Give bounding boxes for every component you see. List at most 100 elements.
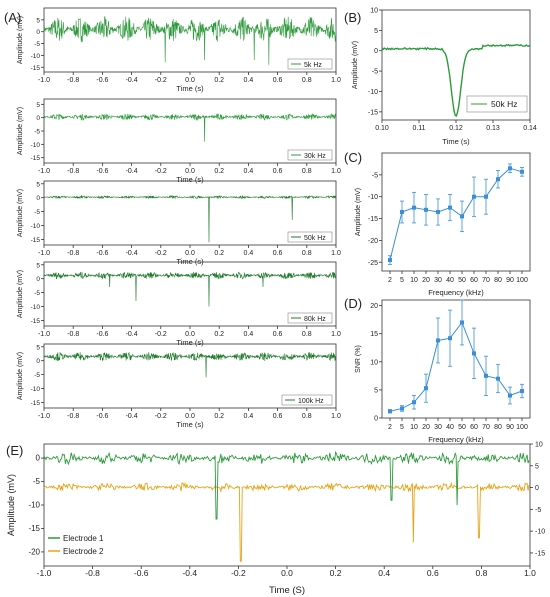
x-tick-label: 20	[422, 424, 430, 431]
x-tick-label: 0.0	[281, 568, 293, 578]
y-tick-label: 10	[370, 359, 378, 366]
data-point	[496, 376, 500, 381]
y-axis-label: Amplitude (mV)	[17, 189, 24, 237]
x-tick-label: -0.8	[67, 250, 79, 257]
y-tick-label: 0	[36, 276, 40, 283]
x-tick-label: -0.6	[96, 413, 108, 420]
y-tick-label: 5	[36, 262, 40, 269]
x-tick-label: 0.0	[185, 77, 195, 84]
y-tick-label: 0	[374, 416, 378, 423]
y-tick-label: -15	[28, 524, 40, 533]
y-tick-label: 10	[535, 442, 543, 449]
y-tick-label: -5	[372, 172, 378, 179]
x-axis-label: Time (s)	[176, 420, 204, 429]
x-tick-label: 0.8	[302, 168, 312, 175]
y-tick-label: -5	[34, 209, 40, 216]
panel-label-a: (A)	[4, 10, 21, 25]
y-tick-label: 5	[374, 28, 378, 35]
x-tick-label: 0.4	[244, 168, 254, 175]
y-tick-label: 0	[36, 358, 40, 365]
x-tick-label: -1.0	[38, 413, 50, 420]
data-point	[460, 214, 464, 219]
x-tick-label: -0.2	[155, 77, 167, 84]
y-tick-label: -15	[31, 400, 41, 407]
x-tick-label: 0.4	[244, 413, 254, 420]
legend-label: 30k Hz	[304, 153, 326, 160]
y-tick-label: -10	[31, 386, 41, 393]
x-tick-label: -0.6	[134, 568, 149, 578]
y-tick-label: -15	[31, 237, 41, 244]
y-tick-label: -5	[34, 41, 40, 48]
signal-trace	[43, 194, 337, 243]
x-tick-label: 100	[516, 277, 528, 284]
y-tick-label: -10	[31, 304, 41, 311]
panel-c: -5 -10 -15 -20 -25 2 5 10 20 30 40 50 60 70 80 90 100 Fre…	[355, 152, 531, 297]
x-tick-label: -0.4	[126, 413, 138, 420]
x-tick-label: 30	[434, 424, 442, 431]
data-point	[472, 194, 476, 199]
x-tick-label: -0.2	[231, 568, 246, 578]
x-tick-label: -0.4	[126, 250, 138, 257]
x-tick-label: -1.0	[38, 168, 50, 175]
y-tick-label: -10	[31, 53, 41, 60]
x-tick-label: -0.4	[126, 168, 138, 175]
y-tick-label: -15	[368, 216, 378, 223]
x-tick-label: 0.8	[302, 413, 312, 420]
panel-a-subplot: 5 0 -5 -10 -15 -1.0 -0.8 -0.6 -0.4 -0.2 0.0 0.2 0.4 0…	[17, 180, 341, 266]
x-tick-label: -0.4	[126, 77, 138, 84]
y-tick-label: 5	[36, 181, 40, 188]
x-tick-label: -0.8	[67, 77, 79, 84]
legend-label: 5k Hz	[304, 62, 322, 69]
x-tick-label: 1.0	[524, 568, 536, 578]
x-tick-label: 0.2	[214, 168, 224, 175]
x-tick-label: -0.2	[155, 250, 167, 257]
y-axis-label: Amplitude (mV)	[17, 16, 24, 64]
y-tick-label: -10	[368, 89, 378, 96]
x-tick-label: -0.4	[126, 331, 138, 338]
legend-box	[287, 149, 333, 161]
x-tick-label: 1.0	[331, 250, 341, 257]
x-tick-label: 1.0	[331, 331, 341, 338]
legend-label-electrode-2: Electrode 2	[63, 547, 104, 556]
signal-trace	[43, 271, 337, 307]
x-tick-label: 2	[388, 424, 392, 431]
x-tick-label: 0.8	[302, 331, 312, 338]
x-tick-label: 60	[470, 277, 478, 284]
x-tick-label: 0.13	[486, 125, 500, 132]
legend-label: 50k Hz	[491, 99, 517, 109]
data-point	[472, 351, 476, 356]
x-tick-label: 1.0	[331, 413, 341, 420]
y-tick-label: 5	[36, 102, 40, 109]
data-point	[388, 258, 392, 263]
y-tick-label: 0	[535, 485, 539, 492]
y-tick-label: 20	[370, 303, 378, 310]
y-tick-label: -5	[34, 372, 40, 379]
y-tick-label: -15	[31, 155, 41, 162]
x-axis-label: Time (S)	[269, 585, 305, 596]
x-tick-label: 0.6	[273, 250, 283, 257]
y-tick-label: -15	[31, 318, 41, 325]
data-point	[484, 373, 488, 378]
data-point	[448, 205, 452, 210]
signal-trace	[43, 351, 337, 378]
x-tick-label: 90	[506, 424, 514, 431]
x-tick-label: -0.6	[96, 331, 108, 338]
y-axis-label: Amplitude (mV)	[352, 41, 359, 89]
x-tick-label: -1.0	[38, 250, 50, 257]
y-tick-label: -10	[31, 223, 41, 230]
x-tick-label: -0.2	[155, 331, 167, 338]
x-tick-label: -1.0	[38, 331, 50, 338]
panel-a-subplot: 5 0 -5 -10 -15 -1.0 -0.8 -0.6 -0.4 -0.2 0.0 0.2 0.4 0…	[17, 98, 341, 184]
y-tick-label: 0	[36, 195, 40, 202]
x-tick-label: 60	[470, 424, 478, 431]
x-tick-label: 5	[400, 277, 404, 284]
legend-box	[281, 394, 333, 406]
x-tick-label: 0.8	[475, 568, 487, 578]
x-tick-label: 0.2	[214, 331, 224, 338]
x-tick-label: 0.6	[427, 568, 439, 578]
x-tick-label: -0.8	[85, 568, 100, 578]
y-tick-label: -15	[368, 109, 378, 116]
x-tick-label: 70	[482, 424, 490, 431]
series-line	[389, 321, 523, 412]
x-tick-label: -0.6	[96, 168, 108, 175]
